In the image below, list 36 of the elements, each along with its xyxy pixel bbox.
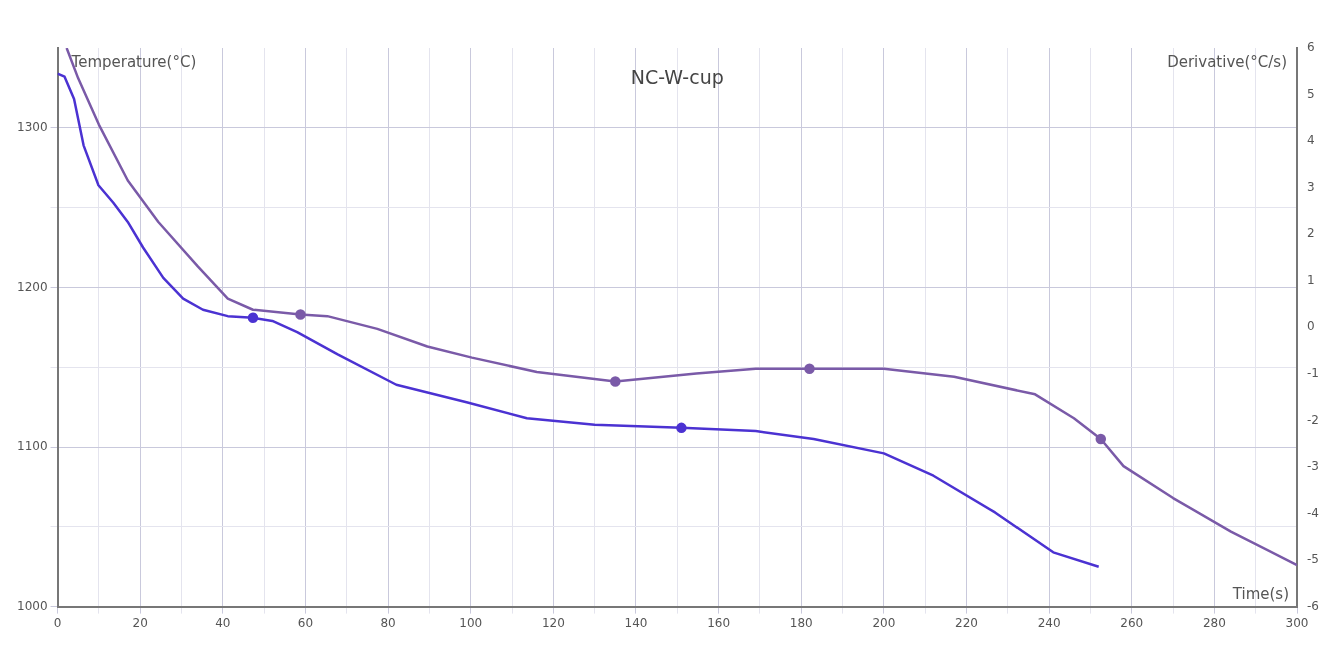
x-tick-label: 200 bbox=[872, 615, 896, 630]
y2-tick-label: 6 bbox=[1307, 40, 1315, 55]
x-tick-label: 280 bbox=[1202, 615, 1226, 630]
y2-tick-label: -3 bbox=[1307, 459, 1319, 474]
y2-tick-label: 4 bbox=[1307, 133, 1315, 148]
x-tick-label: 60 bbox=[297, 615, 314, 630]
x-tick-label: 20 bbox=[132, 615, 148, 630]
y2-tick-label: 0 bbox=[1307, 319, 1315, 334]
y2-tick-label: 2 bbox=[1307, 226, 1315, 241]
x-tick-label: 220 bbox=[955, 615, 978, 630]
y2-tick-label: 3 bbox=[1307, 179, 1315, 194]
y2-tick-label: 5 bbox=[1307, 86, 1315, 101]
y-tick-label: 1300 bbox=[16, 119, 48, 134]
y2-axis-title: Derivative(°C/s) bbox=[1167, 53, 1288, 72]
x-axis-title: Time(s) bbox=[1231, 584, 1290, 603]
y2-tick-label: -2 bbox=[1307, 412, 1319, 427]
y2-tick-label: -1 bbox=[1307, 365, 1319, 380]
x-tick-label: 100 bbox=[459, 615, 483, 630]
y2-tick-label: -4 bbox=[1307, 505, 1319, 520]
x-tick-label: 240 bbox=[1037, 615, 1061, 630]
x-tick-label: 260 bbox=[1120, 615, 1144, 630]
y-tick-label: 1000 bbox=[16, 598, 48, 613]
y2-tick-label: -6 bbox=[1307, 598, 1319, 613]
x-tick-label: 300 bbox=[1285, 615, 1309, 630]
x-tick-label: 160 bbox=[707, 615, 731, 630]
text: NC-W-cup bbox=[630, 66, 724, 89]
y-tick-label: 1100 bbox=[16, 439, 48, 454]
y-tick-label: 1200 bbox=[16, 279, 48, 294]
x-tick-label: 0 bbox=[53, 615, 62, 630]
y2-tick-label: -5 bbox=[1307, 552, 1319, 567]
x-tick-label: 140 bbox=[624, 615, 648, 630]
y2-tick-label: 1 bbox=[1307, 272, 1315, 287]
x-tick-label: 180 bbox=[789, 615, 813, 630]
x-tick-label: 80 bbox=[380, 615, 396, 630]
x-tick-label: 120 bbox=[541, 615, 565, 630]
x-tick-label: 40 bbox=[215, 615, 231, 630]
